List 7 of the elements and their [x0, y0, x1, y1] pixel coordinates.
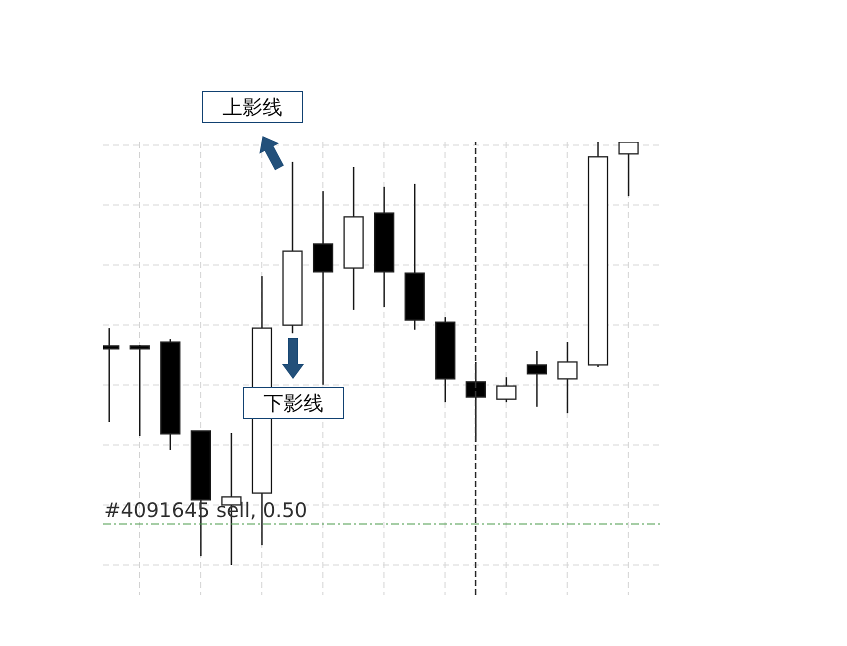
candlestick [496, 376, 517, 403]
candlestick [130, 344, 150, 437]
candlestick [557, 341, 578, 414]
candlestick [526, 350, 548, 408]
text: 上影线 [202, 91, 303, 123]
candlestick [618, 142, 639, 197]
annotation: 下影线 [243, 387, 344, 419]
